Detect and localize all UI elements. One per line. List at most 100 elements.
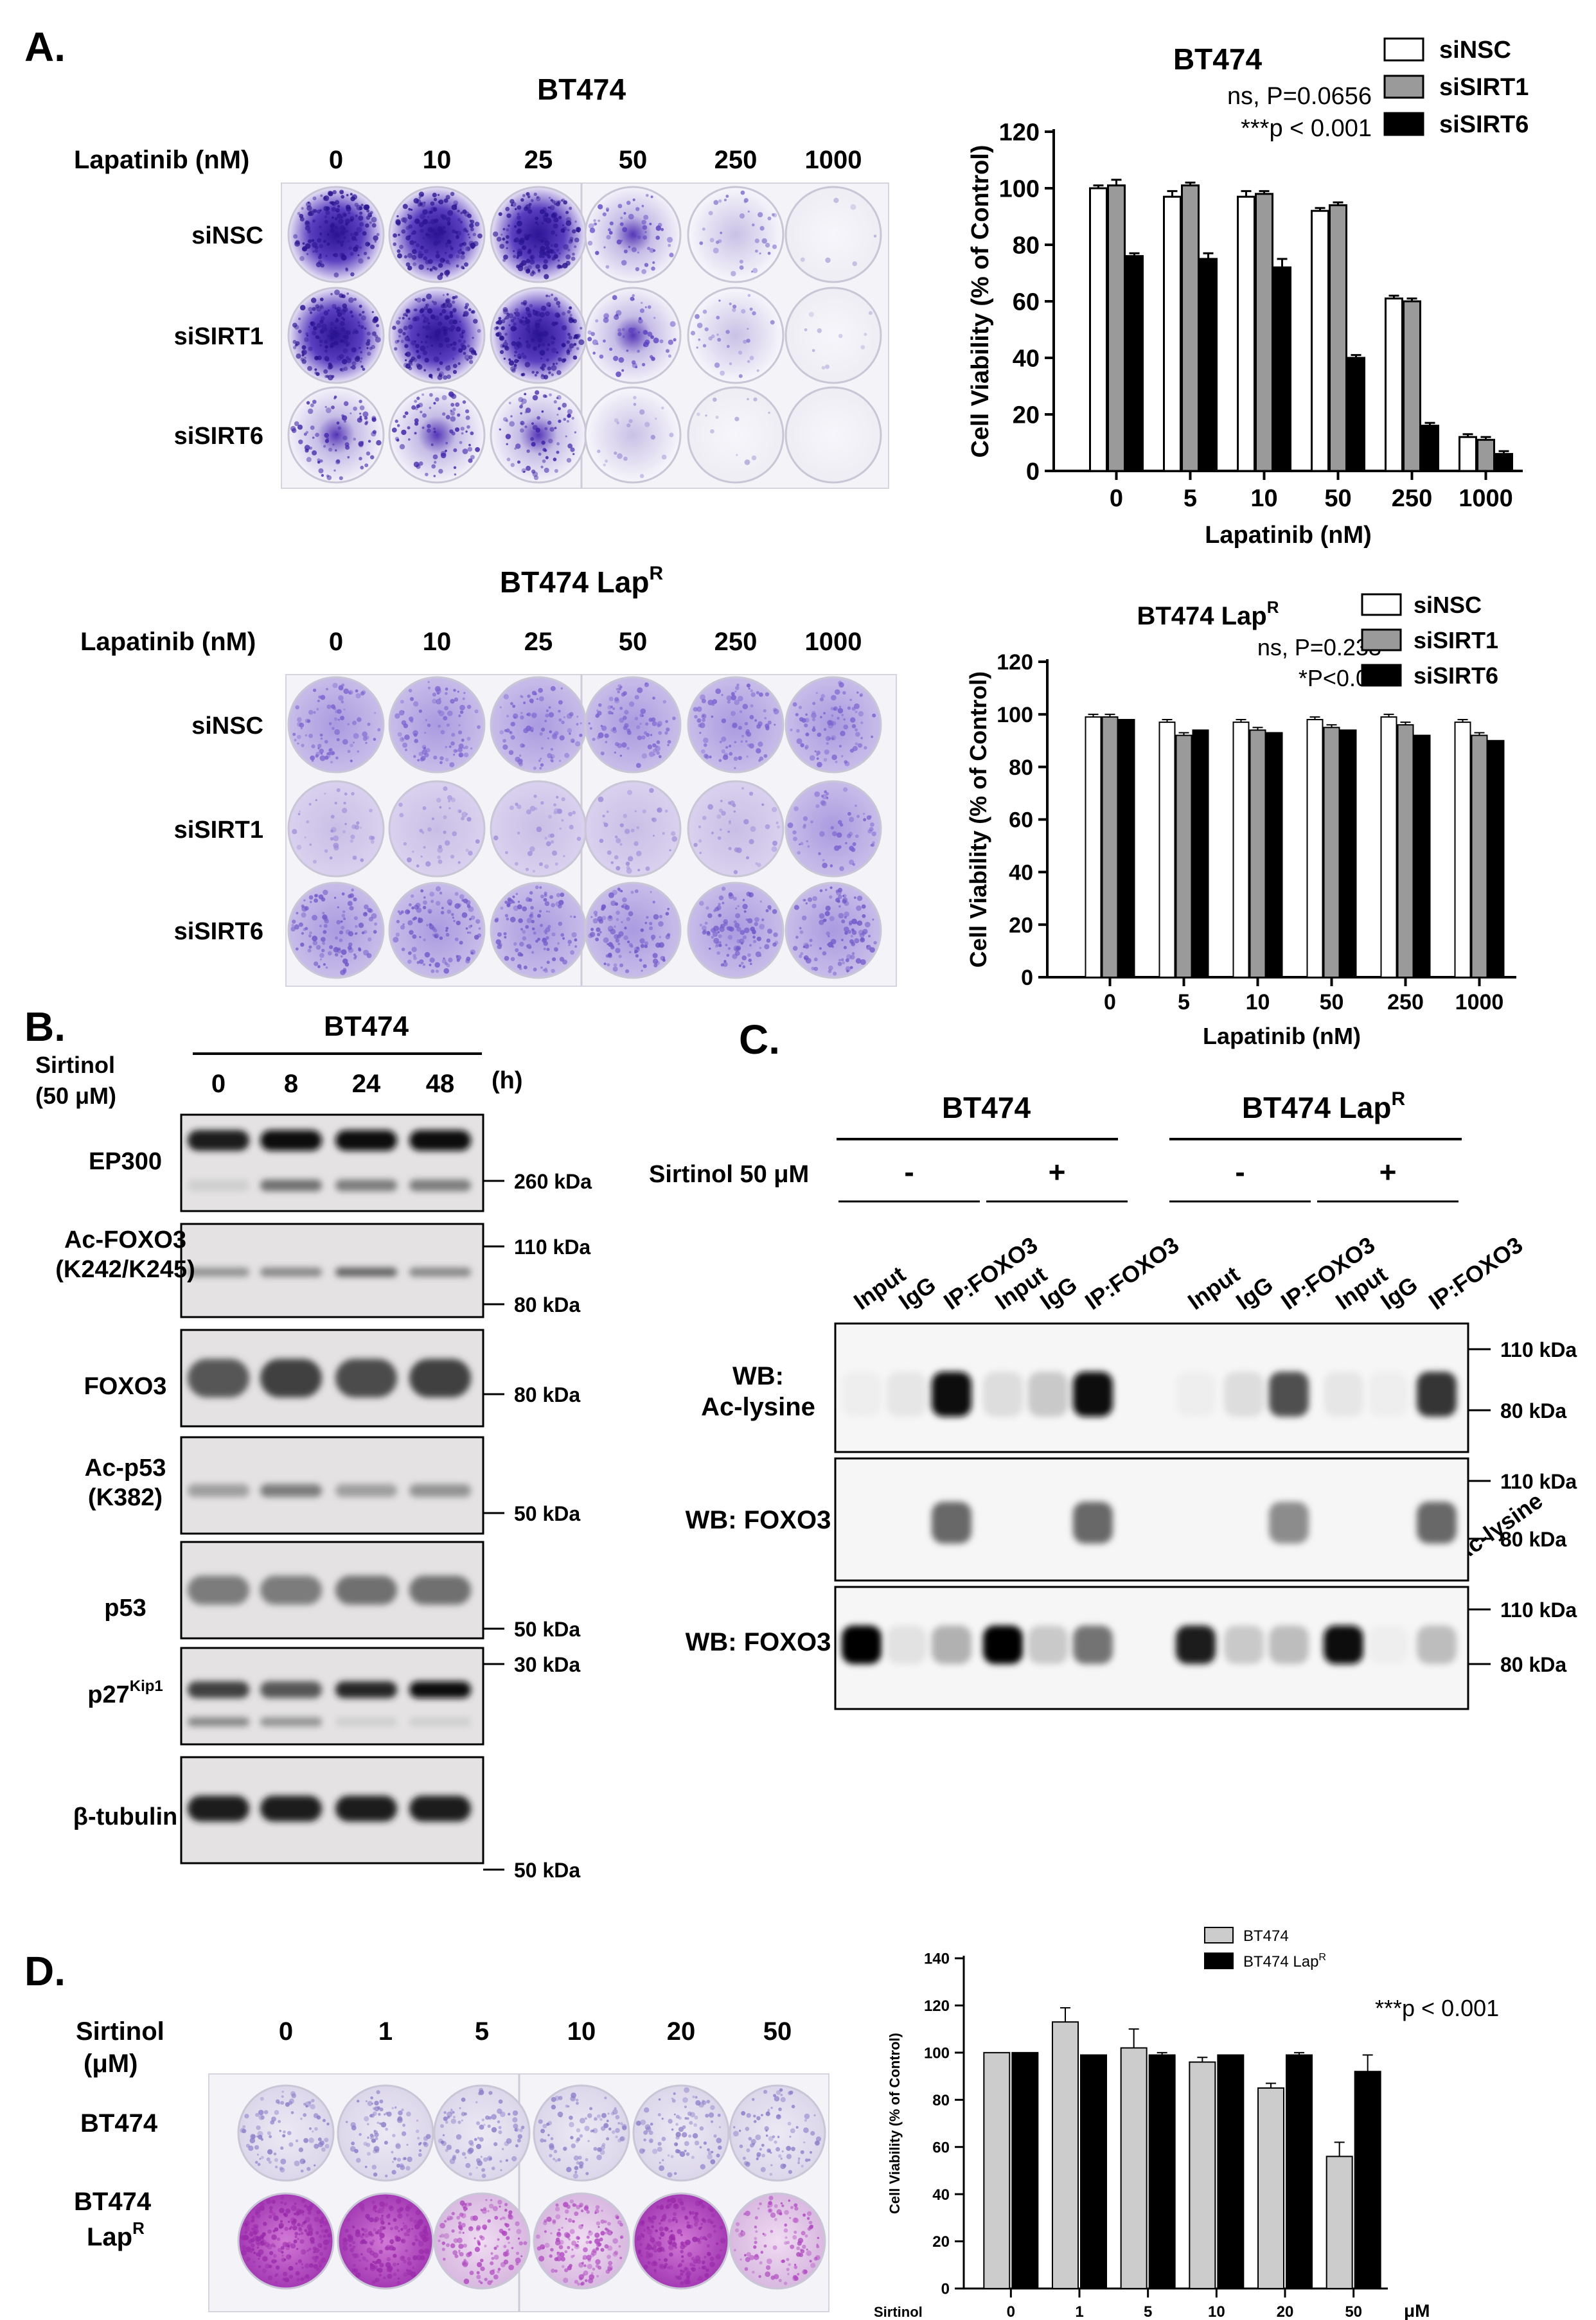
well-speckle xyxy=(483,2123,486,2126)
well-speckle xyxy=(635,763,641,768)
well-speckle xyxy=(725,195,729,198)
well-speckle xyxy=(637,235,641,240)
well-speckle xyxy=(362,411,369,418)
well-speckle xyxy=(418,196,421,199)
well-speckle xyxy=(415,2129,420,2134)
well-speckle xyxy=(379,2099,384,2103)
well-speckle xyxy=(336,355,342,361)
well-speckle xyxy=(468,443,471,447)
well-speckle xyxy=(594,914,598,917)
well xyxy=(490,676,587,774)
well-speckle xyxy=(526,465,531,471)
well-speckle xyxy=(506,235,510,239)
band xyxy=(335,1575,397,1605)
well-speckle xyxy=(466,736,471,741)
well-speckle xyxy=(661,406,664,410)
well-speckle xyxy=(556,2256,562,2262)
well-speckle xyxy=(443,968,449,974)
well-speckle xyxy=(510,916,516,923)
well-speckle xyxy=(407,2261,412,2266)
well-speckle xyxy=(540,239,544,243)
well-speckle xyxy=(626,865,630,870)
band xyxy=(409,1180,471,1191)
well-speckle xyxy=(704,2256,707,2259)
well-speckle xyxy=(462,242,467,246)
well-speckle xyxy=(353,956,357,960)
well-speckle xyxy=(404,312,408,315)
well-speckle xyxy=(578,339,585,346)
well-speckle xyxy=(718,2145,722,2150)
bar xyxy=(1487,739,1505,978)
well-speckle xyxy=(576,2205,581,2209)
well-speckle xyxy=(574,431,577,434)
well-speckle xyxy=(456,955,461,961)
well-speckle xyxy=(529,914,533,917)
well-speckle xyxy=(628,911,634,917)
well-speckle xyxy=(344,822,347,826)
well-speckle xyxy=(373,930,377,934)
well-speckle xyxy=(747,210,750,213)
well-speckle xyxy=(266,2199,271,2204)
well-speckle xyxy=(544,240,550,247)
well-speckle xyxy=(426,346,429,348)
band xyxy=(409,1130,471,1151)
well-speckle xyxy=(811,903,817,908)
well-speckle xyxy=(352,331,356,335)
well-speckle xyxy=(273,2245,276,2248)
well-speckle xyxy=(664,810,668,813)
well-speckle xyxy=(589,227,596,233)
well-speckle xyxy=(680,2233,683,2236)
well-speckle xyxy=(517,904,522,910)
well-speckle xyxy=(817,732,822,737)
well-speckle xyxy=(663,2265,667,2269)
well-speckle xyxy=(571,2143,576,2148)
well-speckle xyxy=(810,820,813,824)
well-speckle xyxy=(439,891,443,895)
well-speckle xyxy=(517,964,522,969)
well-speckle xyxy=(786,2258,790,2262)
x-tick-label: 0 xyxy=(1104,990,1116,1014)
well-speckle xyxy=(518,397,524,402)
well-speckle xyxy=(305,225,310,231)
well-speckle xyxy=(405,2213,409,2217)
well-speckle xyxy=(864,746,867,750)
well-speckle xyxy=(431,464,436,469)
well-speckle xyxy=(704,743,707,747)
well-speckle xyxy=(513,322,517,326)
well-speckle xyxy=(443,2116,448,2121)
well-speckle xyxy=(709,2256,714,2262)
well-speckle xyxy=(799,926,802,930)
well-speckle xyxy=(365,741,368,744)
well-speckle xyxy=(328,447,333,452)
well-speckle xyxy=(653,337,659,344)
well-speckle xyxy=(761,2143,765,2147)
well-speckle xyxy=(327,334,330,338)
well-speckle xyxy=(310,2104,315,2110)
well-speckle xyxy=(860,937,865,943)
well-speckle xyxy=(550,2247,554,2252)
well-speckle xyxy=(324,356,330,361)
well-speckle xyxy=(528,249,532,253)
well-speckle xyxy=(536,2234,540,2239)
well-speckle xyxy=(460,427,465,431)
well-speckle xyxy=(635,366,638,369)
well-speckle xyxy=(558,700,563,705)
well-speckle xyxy=(673,2092,676,2095)
well-speckle xyxy=(717,931,720,934)
well-speckle xyxy=(466,956,471,961)
well-speckle xyxy=(476,2121,480,2125)
well-speckle xyxy=(768,2200,772,2206)
well-speckle xyxy=(429,923,432,926)
well-speckle xyxy=(452,2154,456,2159)
well-speckle xyxy=(331,201,335,206)
well-speckle xyxy=(574,945,578,948)
well-speckle xyxy=(548,706,551,709)
well-speckle xyxy=(461,432,464,435)
well-speckle xyxy=(617,453,623,459)
well-speckle xyxy=(370,2113,375,2118)
well-speckle xyxy=(768,2195,774,2200)
well-speckle xyxy=(356,821,360,825)
well-speckle xyxy=(363,2141,368,2146)
well-speckle xyxy=(323,916,328,921)
well-speckle xyxy=(516,2251,519,2255)
